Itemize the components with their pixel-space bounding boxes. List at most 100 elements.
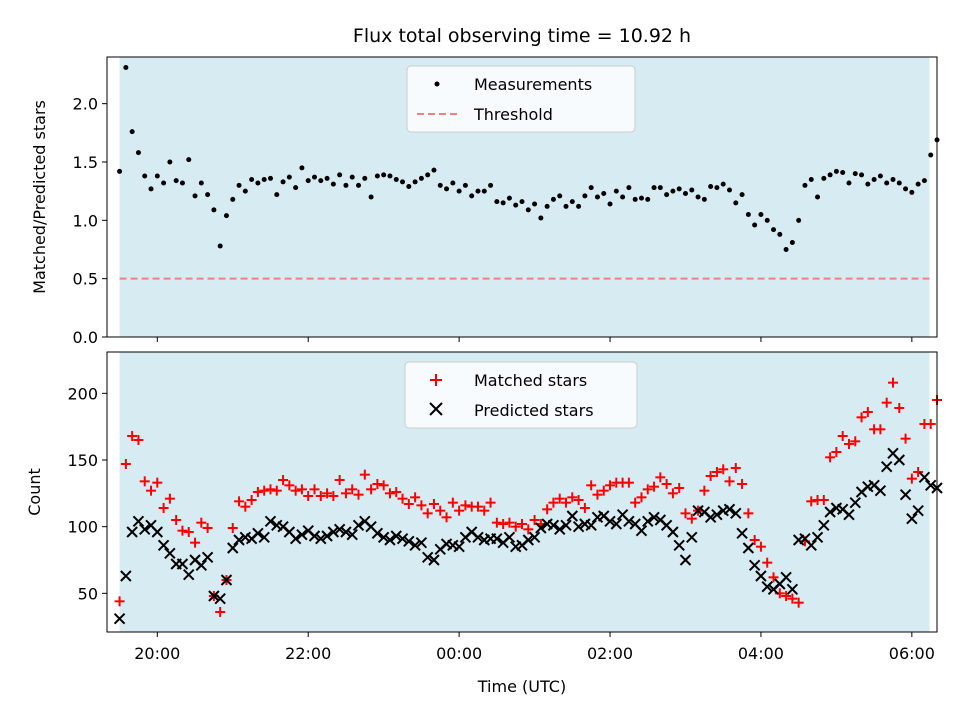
- predicted-stars-point: [164, 547, 176, 560]
- predicted-stars-point: [384, 534, 396, 546]
- measurement-point: [877, 173, 883, 179]
- matched-stars-point: [906, 473, 917, 484]
- predicted-stars-point: [176, 558, 189, 570]
- measurement-point: [714, 185, 720, 191]
- measurement-point: [148, 186, 154, 192]
- measurement-point: [783, 247, 789, 252]
- measurement-point: [563, 203, 569, 209]
- matched-stars-point: [215, 607, 226, 617]
- predicted-stars-point: [704, 511, 717, 524]
- predicted-stars-point: [623, 515, 635, 528]
- measurement-point: [921, 178, 927, 184]
- matched-stars-point: [699, 485, 710, 496]
- matched-stars-point: [384, 488, 395, 499]
- matched-stars-point: [340, 488, 351, 499]
- measurement-point: [462, 182, 468, 188]
- predicted-stars-point: [120, 570, 132, 582]
- matched-stars-point: [711, 467, 722, 477]
- measurement-point: [217, 243, 223, 249]
- measurement-point: [796, 217, 802, 223]
- matched-stars-point: [856, 412, 867, 423]
- predicted-stars-point: [233, 534, 245, 546]
- measurement-point: [532, 201, 538, 207]
- measurement-point: [771, 227, 777, 233]
- matched-stars-point: [120, 459, 131, 469]
- predicted-stars-point: [428, 554, 440, 566]
- measurement-point: [374, 173, 380, 179]
- measurement-point: [865, 181, 871, 187]
- measurement-point: [576, 203, 582, 209]
- measurement-point: [695, 194, 701, 200]
- predicted-stars-point: [396, 532, 409, 545]
- predicted-stars-point: [390, 530, 402, 542]
- measurement-point: [689, 187, 695, 193]
- predicted-stars-point: [610, 518, 623, 530]
- measurement-point: [293, 185, 299, 191]
- xtick-label: 02:00: [587, 644, 633, 663]
- predicted-stars-point: [918, 471, 931, 484]
- measurement-point: [720, 181, 726, 187]
- predicted-stars-point: [333, 523, 346, 536]
- measurement-point: [833, 168, 839, 174]
- predicted-stars-point: [201, 551, 214, 564]
- measurement-point: [356, 182, 362, 188]
- matched-stars-point: [762, 557, 773, 568]
- matched-stars-point: [655, 472, 666, 483]
- matched-stars-point: [284, 480, 295, 491]
- predicted-stars-point: [711, 508, 723, 521]
- matched-stars-point: [190, 537, 201, 548]
- matched-stars-point: [818, 495, 829, 505]
- predicted-stars-point: [723, 503, 736, 516]
- measurement-point: [506, 195, 512, 201]
- matched-stars-point: [372, 479, 383, 489]
- matched-stars-point: [366, 484, 377, 495]
- measurement-point: [412, 179, 418, 185]
- predicted-stars-point: [132, 515, 145, 528]
- matched-stars-point: [623, 477, 634, 488]
- top-y-ticks: 0.0 0.5 1.0 1.5 2.0: [73, 95, 107, 347]
- matched-stars-point: [592, 489, 603, 500]
- measurement-point: [236, 182, 242, 188]
- predicted-stars-point: [843, 508, 855, 521]
- matched-stars-point: [460, 500, 471, 511]
- measurement-point: [167, 159, 173, 165]
- measurement-point: [557, 193, 563, 199]
- predicted-stars-point: [315, 532, 327, 545]
- matched-stars-point: [837, 431, 848, 441]
- matched-stars-point: [561, 497, 572, 508]
- predicted-stars-point: [566, 510, 579, 522]
- measurement-point: [789, 240, 795, 245]
- xtick-label: 06:00: [889, 644, 935, 663]
- measurement-point: [682, 191, 688, 196]
- predicted-stars-point: [220, 574, 233, 586]
- xtick-label: 20:00: [134, 644, 180, 663]
- predicted-stars-point: [346, 528, 358, 541]
- matched-stars-point: [146, 485, 157, 496]
- predicted-stars-point: [421, 551, 434, 564]
- measurement-point: [425, 172, 431, 178]
- matched-stars-point: [573, 495, 584, 505]
- measurement-point: [154, 173, 160, 179]
- measurement-point: [286, 174, 292, 180]
- measurement-point: [884, 180, 890, 186]
- measurement-point: [632, 196, 638, 202]
- predicted-stars-point: [403, 535, 415, 548]
- predicted-stars-point: [208, 590, 220, 602]
- measurement-point: [890, 177, 896, 182]
- measurement-point: [915, 181, 921, 187]
- predicted-stars-point: [126, 526, 138, 538]
- predicted-stars-point: [491, 532, 503, 545]
- matched-stars-point: [831, 447, 842, 457]
- matched-stars-point: [806, 496, 817, 507]
- measurement-point: [513, 202, 519, 208]
- predicted-stars-point: [453, 540, 465, 553]
- predicted-stars-point: [730, 507, 742, 520]
- predicted-stars-point: [585, 519, 597, 532]
- measurement-point: [456, 188, 462, 194]
- matched-stars-point: [422, 508, 433, 519]
- measurement-point: [733, 200, 739, 206]
- measurement-point: [343, 182, 349, 188]
- measurement-point: [142, 173, 148, 179]
- predicted-stars-point: [635, 524, 648, 537]
- matched-stars-point: [391, 487, 402, 497]
